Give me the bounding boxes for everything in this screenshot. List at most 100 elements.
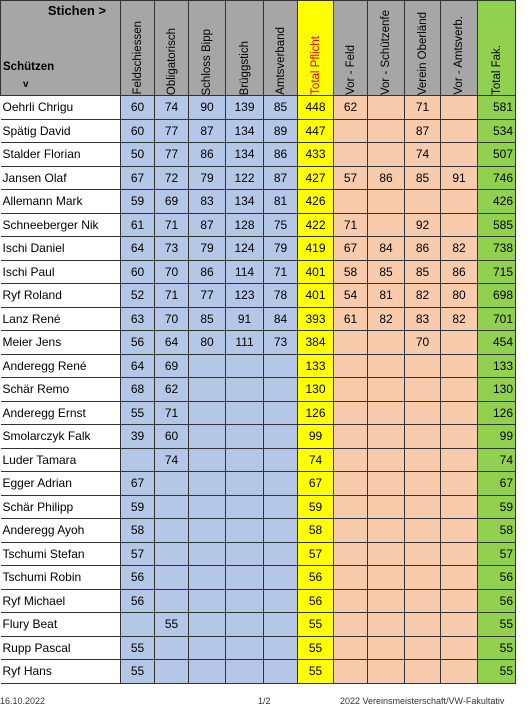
score-cell: 79 bbox=[263, 236, 298, 261]
shooter-name: Schär Remo bbox=[0, 377, 121, 402]
score-cell bbox=[225, 424, 264, 449]
score-cell bbox=[404, 471, 441, 496]
score-cell: 58 bbox=[333, 259, 368, 284]
score-cell: 448 bbox=[297, 95, 334, 120]
score-cell: 746 bbox=[477, 165, 516, 190]
score-cell bbox=[333, 588, 368, 613]
score-cell bbox=[404, 400, 441, 425]
score-cell: 86 bbox=[404, 236, 441, 261]
score-cell bbox=[440, 471, 478, 496]
shooter-name: Tschumi Stefan bbox=[0, 541, 121, 566]
score-cell: 64 bbox=[154, 330, 189, 355]
score-cell bbox=[367, 377, 405, 402]
score-cell: 67 bbox=[477, 471, 516, 496]
score-cell: 426 bbox=[477, 189, 516, 214]
score-cell bbox=[188, 541, 226, 566]
score-cell bbox=[367, 588, 405, 613]
score-cell: 55 bbox=[120, 400, 155, 425]
score-cell: 71 bbox=[404, 95, 441, 120]
score-cell bbox=[263, 377, 298, 402]
header-row: Stichen > Schützen v Feldschiessen Oblig… bbox=[0, 0, 516, 96]
score-cell: 83 bbox=[188, 189, 226, 214]
footer-date: 16.10.2022 bbox=[0, 696, 46, 706]
score-cell bbox=[263, 518, 298, 543]
score-cell bbox=[404, 377, 441, 402]
col-header-amtsverband: Amtsverband bbox=[263, 0, 298, 96]
score-cell bbox=[154, 494, 189, 519]
score-cell: 59 bbox=[120, 189, 155, 214]
score-cell bbox=[440, 541, 478, 566]
schuetzen-label: Schützen bbox=[3, 61, 55, 73]
score-cell bbox=[263, 659, 298, 684]
score-cell: 68 bbox=[120, 377, 155, 402]
score-cell: 75 bbox=[263, 212, 298, 237]
shooter-name: Oehrli Chrigu bbox=[0, 95, 121, 120]
score-cell bbox=[188, 447, 226, 472]
score-cell bbox=[367, 541, 405, 566]
score-cell: 585 bbox=[477, 212, 516, 237]
score-cell: 55 bbox=[297, 659, 334, 684]
score-cell bbox=[333, 635, 368, 660]
score-cell: 90 bbox=[188, 95, 226, 120]
score-cell: 50 bbox=[120, 142, 155, 167]
shooter-name: Ischi Paul bbox=[0, 259, 121, 284]
col-header-vor-amtsverband: Vor - Amtsverb. bbox=[440, 0, 478, 96]
score-cell bbox=[333, 518, 368, 543]
score-cell: 58 bbox=[297, 518, 334, 543]
score-cell bbox=[225, 541, 264, 566]
score-cell: 58 bbox=[477, 518, 516, 543]
score-cell bbox=[333, 330, 368, 355]
table-row: Stalder Florian 50 77 86 134 86 433 74 507 bbox=[0, 142, 516, 167]
score-cell: 87 bbox=[188, 212, 226, 237]
table-row: Lanz René 63 70 85 91 84 393 61 82 83 82 701 bbox=[0, 306, 516, 331]
score-cell: 59 bbox=[477, 494, 516, 519]
table-row: Spätig David 60 77 87 134 89 447 87 534 bbox=[0, 118, 516, 143]
score-cell: 82 bbox=[367, 306, 405, 331]
score-cell bbox=[225, 471, 264, 496]
score-cell bbox=[225, 518, 264, 543]
score-cell bbox=[188, 377, 226, 402]
score-cell: 62 bbox=[333, 95, 368, 120]
score-cell: 738 bbox=[477, 236, 516, 261]
score-cell bbox=[367, 353, 405, 378]
score-cell: 126 bbox=[297, 400, 334, 425]
score-cell bbox=[440, 118, 478, 143]
score-cell: 86 bbox=[188, 142, 226, 167]
score-cell: 77 bbox=[188, 283, 226, 308]
score-cell: 139 bbox=[225, 95, 264, 120]
score-cell: 698 bbox=[477, 283, 516, 308]
score-cell: 55 bbox=[154, 612, 189, 637]
score-cell bbox=[225, 565, 264, 590]
score-cell bbox=[404, 353, 441, 378]
score-cell: 61 bbox=[120, 212, 155, 237]
shooter-name: Ryf Hans bbox=[0, 659, 121, 684]
score-cell: 79 bbox=[188, 165, 226, 190]
score-cell bbox=[440, 353, 478, 378]
col-header-obligatorisch: Obligatorisch bbox=[154, 0, 189, 96]
score-cell: 60 bbox=[120, 95, 155, 120]
table-row: Allemann Mark 59 69 83 134 81 426 426 bbox=[0, 189, 516, 214]
score-cell: 61 bbox=[333, 306, 368, 331]
score-cell bbox=[367, 635, 405, 660]
score-cell: 71 bbox=[333, 212, 368, 237]
score-cell bbox=[154, 471, 189, 496]
score-cell: 534 bbox=[477, 118, 516, 143]
score-cell: 64 bbox=[120, 236, 155, 261]
score-cell bbox=[440, 377, 478, 402]
score-cell bbox=[188, 424, 226, 449]
score-cell bbox=[440, 212, 478, 237]
score-cell: 55 bbox=[477, 659, 516, 684]
table-row: Flury Beat 55 55 55 bbox=[0, 612, 516, 637]
score-cell bbox=[188, 400, 226, 425]
score-cell bbox=[404, 659, 441, 684]
score-cell: 133 bbox=[297, 353, 334, 378]
shooter-name: Anderegg René bbox=[0, 353, 121, 378]
score-cell: 433 bbox=[297, 142, 334, 167]
score-cell: 454 bbox=[477, 330, 516, 355]
score-cell bbox=[225, 377, 264, 402]
table-row: Luder Tamara 74 74 74 bbox=[0, 447, 516, 472]
score-cell bbox=[333, 471, 368, 496]
score-cell: 55 bbox=[297, 635, 334, 660]
col-header-total-fak: Total Fak. bbox=[477, 0, 516, 96]
score-cell bbox=[440, 494, 478, 519]
